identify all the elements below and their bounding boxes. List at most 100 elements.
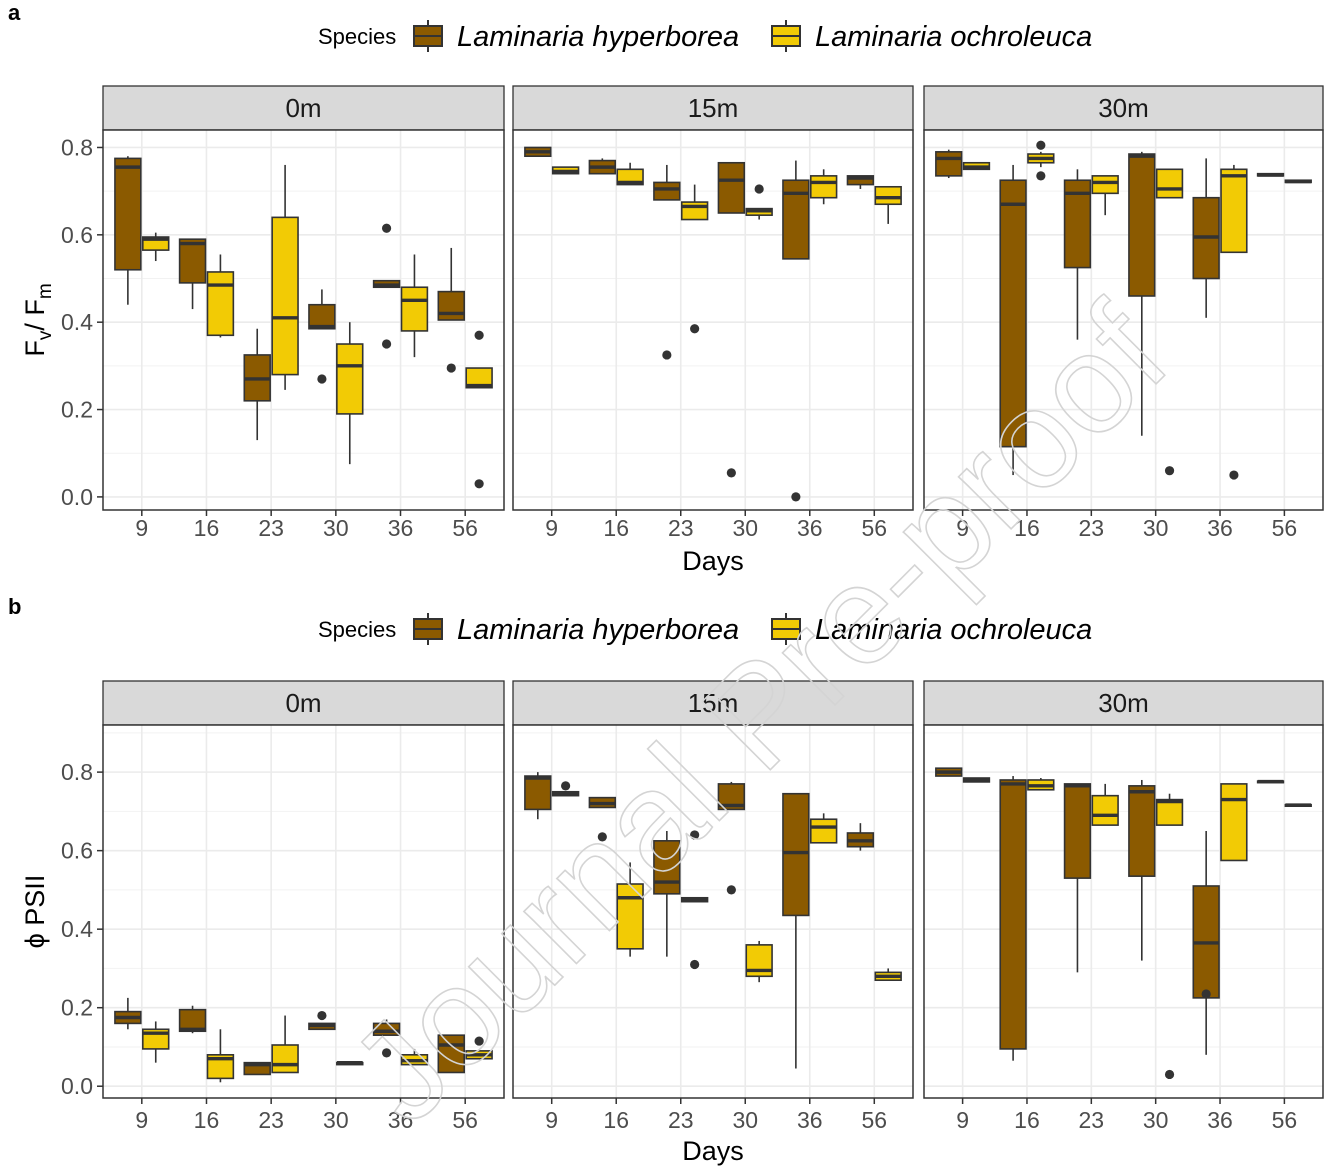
box-body xyxy=(308,303,336,330)
x-tick-label: 30 xyxy=(323,515,349,541)
x-tick-label: 56 xyxy=(861,515,887,541)
outlier-point xyxy=(791,492,801,502)
box-hyperborea xyxy=(717,781,746,895)
box-hyperborea xyxy=(999,164,1027,476)
box-body xyxy=(1220,783,1248,862)
facet-strip-label: 0m xyxy=(285,93,321,123)
x-tick-label: 9 xyxy=(545,515,558,541)
y-tick-label: 0.0 xyxy=(61,1073,93,1099)
facet-strip-label: 15m xyxy=(688,688,739,718)
box-ochroleuca xyxy=(271,164,299,390)
plot-background xyxy=(924,725,1323,1098)
box-ochroleuca xyxy=(874,968,902,982)
box-body xyxy=(524,775,552,811)
box-hyperborea xyxy=(114,997,142,1030)
outlier-point xyxy=(1036,140,1046,150)
outlier-point xyxy=(690,324,700,334)
box-body xyxy=(809,175,838,199)
box-hyperborea xyxy=(1192,831,1220,1055)
box-body xyxy=(437,1034,465,1074)
box-body xyxy=(717,161,746,214)
x-tick-label: 36 xyxy=(388,1107,414,1133)
plot-border xyxy=(102,724,505,1099)
facet-0m: 0m 9 16 23 30 36 56 0.0 0.2 0.4 0.6 0.8 xyxy=(61,85,505,541)
box-body xyxy=(809,818,838,844)
box-ochroleuca xyxy=(551,781,580,797)
box-hyperborea xyxy=(653,164,681,360)
x-tick-label: 23 xyxy=(1079,515,1105,541)
outlier-point xyxy=(662,350,672,360)
box-ochroleuca xyxy=(745,940,773,983)
outlier-point xyxy=(381,339,392,349)
plot-border xyxy=(102,129,505,511)
box-ochroleuca xyxy=(680,184,709,334)
outlier-point xyxy=(381,223,392,233)
x-tick-label: 23 xyxy=(1079,1107,1105,1133)
box-hyperborea xyxy=(114,156,142,305)
box-hyperborea xyxy=(935,767,963,777)
box-hyperborea xyxy=(437,1034,465,1074)
legend-key-ochroleuca xyxy=(771,20,801,52)
x-tick-label: 16 xyxy=(603,515,629,541)
y-axis-title-main: ϕ PSII xyxy=(20,875,50,949)
box-ochroleuca xyxy=(1220,783,1248,862)
box-hyperborea xyxy=(1192,158,1220,318)
box-ochroleuca xyxy=(1284,179,1312,184)
chart-panel-b: b Species Laminaria hyperborea Laminaria oc… xyxy=(8,594,1324,1166)
outlier-point xyxy=(1201,989,1211,999)
x-tick-label: 23 xyxy=(668,1107,694,1133)
box-body xyxy=(437,290,465,321)
y-axis-title-sub-m: m xyxy=(35,283,56,299)
box-hyperborea xyxy=(717,161,746,478)
box-ochroleuca xyxy=(206,254,235,338)
outlier-point xyxy=(446,363,456,373)
outlier-point xyxy=(561,781,571,791)
box-body xyxy=(782,792,810,917)
box-hyperborea xyxy=(524,772,552,820)
outlier-point xyxy=(1164,466,1175,476)
box-body xyxy=(616,883,644,950)
outlier-point xyxy=(474,479,484,489)
box-body xyxy=(1063,783,1092,879)
panel-label: a xyxy=(8,0,21,25)
box-ochroleuca xyxy=(1284,803,1312,808)
box-body xyxy=(1091,175,1119,195)
plot-border xyxy=(923,724,1324,1099)
x-tick-label: 9 xyxy=(135,515,148,541)
y-axis-title: ϕ PSII xyxy=(20,875,50,949)
y-tick-label: 0.6 xyxy=(61,222,93,248)
box-hyperborea xyxy=(1256,779,1285,784)
chart-panel-a: a Species Laminaria hyperborea Laminaria oc… xyxy=(8,0,1324,576)
y-tick-label: 0.4 xyxy=(61,309,93,335)
plot-background xyxy=(103,130,504,510)
box-ochroleuca xyxy=(1155,168,1184,476)
plot-background xyxy=(103,725,504,1098)
plot-border xyxy=(923,129,1324,511)
x-tick-label: 56 xyxy=(1272,515,1298,541)
box-body xyxy=(400,286,429,332)
y-tick-label: 0.4 xyxy=(61,916,93,942)
x-tick-label: 16 xyxy=(1014,515,1040,541)
box-body xyxy=(1155,168,1184,199)
box-ochroleuca xyxy=(336,322,364,465)
box-ochroleuca xyxy=(465,330,493,489)
box-hyperborea xyxy=(588,158,617,175)
y-tick-label: 0.8 xyxy=(61,759,93,785)
box-body xyxy=(999,179,1027,448)
box-ochroleuca xyxy=(809,169,838,205)
box-ochroleuca xyxy=(1027,778,1055,791)
legend-label: Laminaria ochroleuca xyxy=(815,614,1092,646)
box-body xyxy=(653,840,681,895)
outlier-point xyxy=(317,1010,327,1021)
box-hyperborea xyxy=(372,223,401,349)
box-hyperborea xyxy=(178,1005,207,1034)
box-body xyxy=(653,181,681,201)
box-body xyxy=(465,367,493,389)
box-body xyxy=(1220,168,1248,254)
facet-strip-label: 30m xyxy=(1098,688,1149,718)
y-tick-label: 0.6 xyxy=(61,838,93,864)
box-ochroleuca xyxy=(1091,175,1119,216)
outlier-point xyxy=(726,885,736,895)
x-axis-title: Days xyxy=(682,1136,744,1166)
facet-30m: 30m 9 16 23 30 36 56 xyxy=(923,85,1324,541)
